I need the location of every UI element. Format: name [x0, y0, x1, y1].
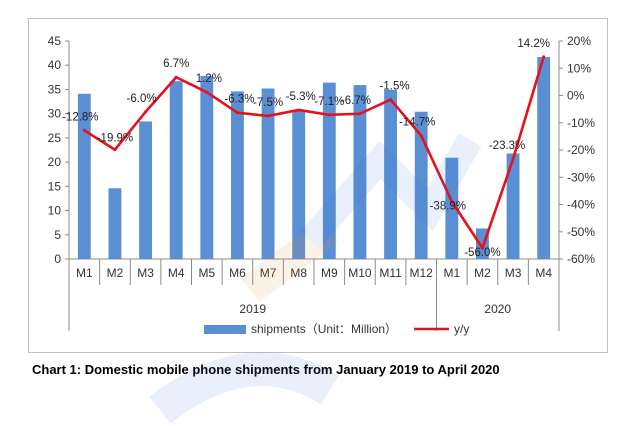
x-axis-tick-label: M3 — [137, 266, 154, 280]
yoy-point — [144, 110, 148, 114]
left-axis-tick-label: 40 — [48, 58, 62, 72]
left-axis-tick-label: 45 — [48, 34, 62, 48]
right-axis-tick-label: -60% — [567, 252, 595, 266]
combo-chart: 0 5 10 15 20 25 30 35 40 45 -60% -50% -40% -30% -20% -1… — [48, 34, 596, 336]
right-axis-tick-label: -40% — [567, 198, 595, 212]
shipment-bar — [414, 111, 428, 260]
right-axis-tick-label: -30% — [567, 170, 595, 184]
x-axis-tick-label: M1 — [76, 266, 93, 280]
left-axis-tick-label: 10 — [48, 204, 62, 218]
right-axis-tick-label: 20% — [567, 34, 591, 48]
yoy-point — [419, 134, 423, 138]
x-axis-tick-label: M4 — [535, 266, 552, 280]
x-axis-tick-label: M2 — [474, 266, 491, 280]
x-axis-tick-label: M9 — [321, 266, 338, 280]
shipment-bar — [292, 111, 306, 259]
legend-swatch-shipments — [204, 325, 246, 334]
yoy-data-label: 14.2% — [517, 38, 550, 50]
left-axis-tick-label: 20 — [48, 155, 62, 169]
x-axis-tick-label: M6 — [229, 266, 246, 280]
yoy-data-label: -6.0% — [127, 93, 157, 105]
right-axis-tick-label: 10% — [567, 61, 591, 75]
shipment-bar — [353, 85, 367, 259]
x-axis-tick-label: M2 — [107, 266, 124, 280]
yoy-point — [389, 98, 393, 102]
yoy-data-label: -6.3% — [224, 94, 254, 106]
shipment-bar — [200, 75, 214, 259]
yoy-data-label: -6.7% — [341, 95, 371, 107]
yoy-point — [266, 114, 270, 118]
right-axis-tick-label: -10% — [567, 116, 595, 130]
shipment-bar — [537, 56, 551, 260]
x-axis-group-label: 2020 — [484, 302, 511, 316]
yoy-point — [480, 246, 484, 250]
shipment-bar — [445, 157, 459, 259]
shipment-bar — [108, 188, 122, 259]
shipment-bar — [231, 91, 244, 259]
yoy-point — [542, 55, 546, 59]
x-axis-tick-label: M11 — [379, 266, 402, 280]
legend-label-yoy: y/y — [454, 322, 469, 336]
yoy-point — [235, 111, 239, 115]
left-axis-tick-label: 35 — [48, 82, 62, 96]
yoy-data-label: 6.7% — [163, 58, 189, 70]
x-axis-tick-label: M7 — [260, 266, 277, 280]
shipment-bar — [384, 89, 397, 259]
left-axis-tick-label: 15 — [48, 179, 62, 193]
yoy-point — [174, 75, 178, 79]
x-axis-group-label: 2019 — [239, 302, 266, 316]
x-axis-tick-label: M4 — [168, 266, 185, 280]
yoy-data-label: -19.9% — [97, 133, 133, 145]
left-axis-tick-label: 5 — [54, 228, 61, 242]
yoy-point — [82, 128, 86, 132]
yoy-data-label: -38.9% — [430, 201, 466, 213]
right-axis-tick-label: -50% — [567, 225, 595, 239]
yoy-data-label: -14.7% — [399, 117, 435, 129]
legend-label-shipments: shipments（Unit：Million） — [251, 322, 397, 336]
chart-caption: Chart 1: Domestic mobile phone shipments… — [32, 362, 500, 377]
yoy-data-label: -23.3% — [489, 140, 525, 152]
x-axis-tick-label: M3 — [505, 266, 522, 280]
shipment-bar — [322, 82, 336, 259]
yoy-data-label: -7.5% — [253, 97, 283, 109]
yoy-point — [113, 148, 117, 152]
shipment-bar — [169, 81, 183, 259]
yoy-data-label: -12.8% — [62, 111, 98, 123]
yoy-point — [297, 108, 301, 112]
left-axis-tick-label: 30 — [48, 107, 62, 121]
shipment-bar — [506, 153, 520, 259]
shipment-bar — [77, 93, 91, 259]
shipment-bar — [139, 121, 152, 259]
yoy-point — [511, 157, 515, 161]
x-axis-tick-label: M5 — [198, 266, 215, 280]
yoy-data-label: -7.1% — [314, 96, 344, 108]
shipment-bar — [261, 88, 275, 259]
right-axis-tick-label: -20% — [567, 143, 595, 157]
left-axis-tick-label: 0 — [54, 252, 61, 266]
right-axis-tick-label: 0% — [567, 89, 585, 103]
chart-frame: 0 5 10 15 20 25 30 35 40 45 -60% -50% -40% -30% -20% -1… — [28, 18, 608, 353]
yoy-point — [205, 90, 209, 94]
yoy-point — [358, 112, 362, 116]
yoy-data-label: -56.0% — [464, 247, 500, 259]
yoy-data-label: -1.5% — [380, 81, 410, 93]
x-axis-tick-label: M8 — [290, 266, 307, 280]
left-axis-tick-label: 25 — [48, 131, 62, 145]
x-axis-tick-label: M1 — [443, 266, 460, 280]
yoy-point — [450, 200, 454, 204]
yoy-data-label: 1.2% — [196, 73, 222, 85]
x-axis-tick-label: M12 — [410, 266, 434, 280]
yoy-point — [327, 113, 331, 117]
x-axis-tick-label: M10 — [348, 266, 372, 280]
yoy-line — [83, 56, 545, 250]
yoy-data-label: -5.3% — [286, 91, 316, 103]
